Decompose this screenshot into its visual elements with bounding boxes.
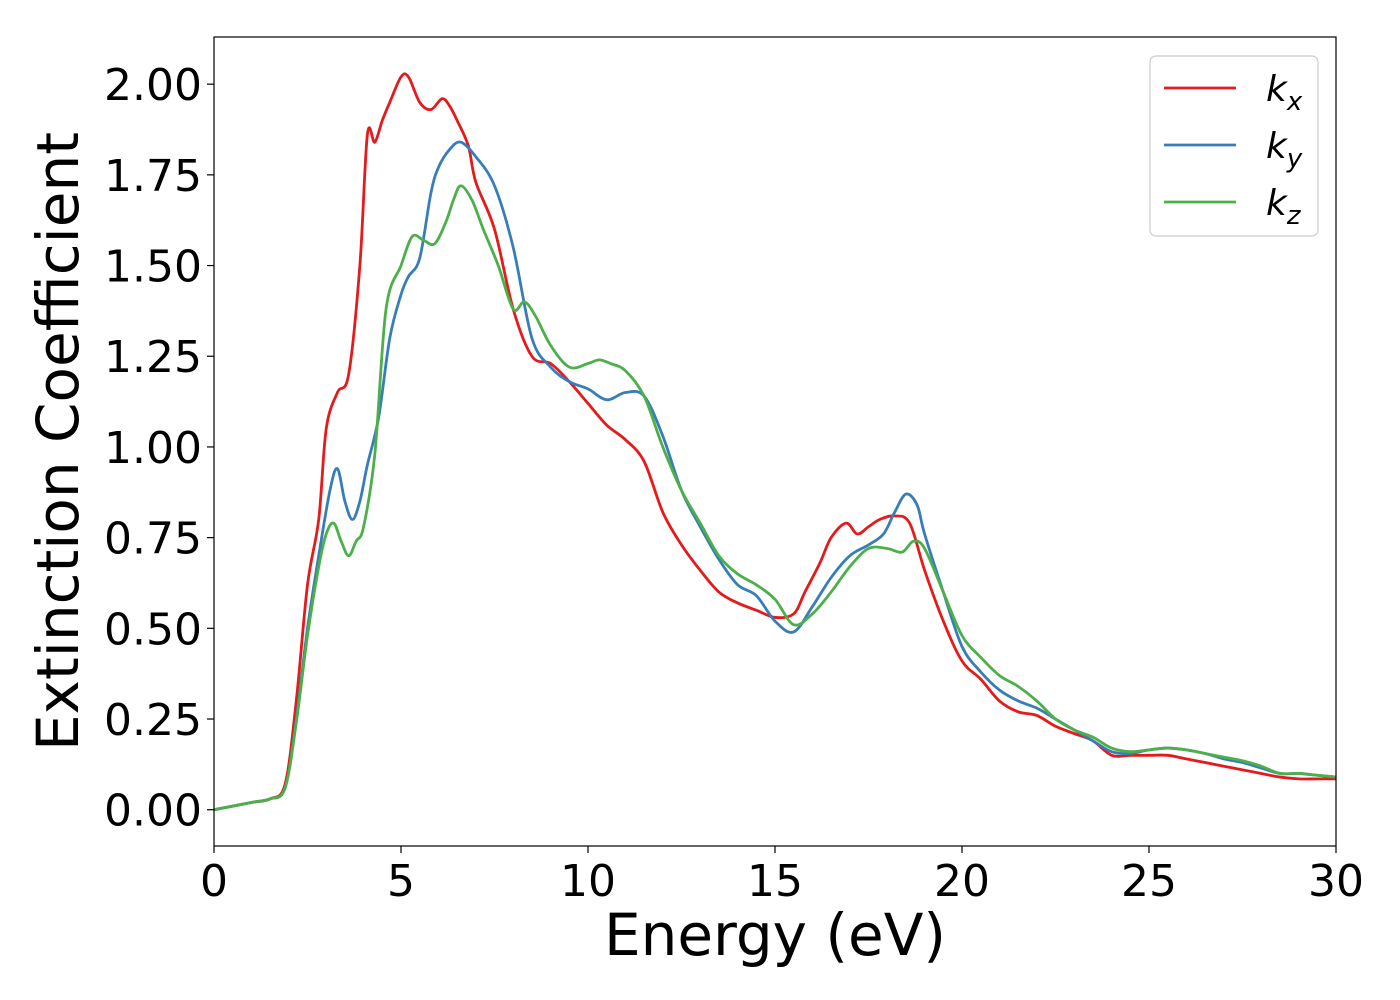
legend-label: kz	[1266, 183, 1302, 231]
x-axis-title: Energy (eV)	[604, 901, 946, 969]
x-tick-label: 20	[934, 856, 990, 907]
x-axis-ticks: 0 5 10 15 20 25 30	[200, 846, 1364, 907]
legend-label-base: k	[1266, 183, 1289, 224]
legend-item-z: kz	[1164, 183, 1302, 231]
legend-item-x: kx	[1164, 69, 1303, 117]
y-tick-label: 2.00	[104, 60, 202, 111]
legend-label-base: k	[1266, 69, 1289, 110]
y-tick-label: 0.50	[104, 604, 202, 655]
y-tick-label: 1.50	[104, 242, 202, 293]
series-line-x	[214, 72, 1336, 812]
y-tick-label: 0.00	[104, 786, 202, 837]
y-tick-label: 1.75	[104, 151, 202, 202]
y-tick-label: 1.00	[104, 423, 202, 474]
legend-label: kx	[1266, 69, 1303, 117]
legend-label-base: k	[1266, 126, 1289, 167]
series-line-z	[214, 184, 1336, 812]
x-tick-label: 10	[560, 856, 616, 907]
x-tick-label: 25	[1121, 856, 1177, 907]
y-axis-ticks: 0.00 0.25 0.50 0.75 1.00 1.25 1.50 1.75 2.00	[104, 60, 214, 837]
y-tick-label: 0.75	[104, 514, 202, 565]
series-layer	[214, 72, 1336, 812]
legend-label: ky	[1266, 126, 1303, 174]
series-line-y	[214, 140, 1336, 812]
x-tick-label: 0	[200, 856, 228, 907]
x-tick-label: 30	[1308, 856, 1364, 907]
x-tick-label: 5	[387, 856, 415, 907]
legend-label-subscript: x	[1286, 87, 1303, 117]
legend-item-y: ky	[1164, 126, 1303, 174]
y-tick-label: 0.25	[104, 695, 202, 746]
y-axis-title: Extinction Coefficient	[24, 132, 92, 751]
x-tick-label: 15	[747, 856, 803, 907]
y-tick-label: 1.25	[104, 332, 202, 383]
legend-label-subscript: z	[1286, 201, 1302, 231]
legend-label-subscript: y	[1286, 144, 1303, 174]
